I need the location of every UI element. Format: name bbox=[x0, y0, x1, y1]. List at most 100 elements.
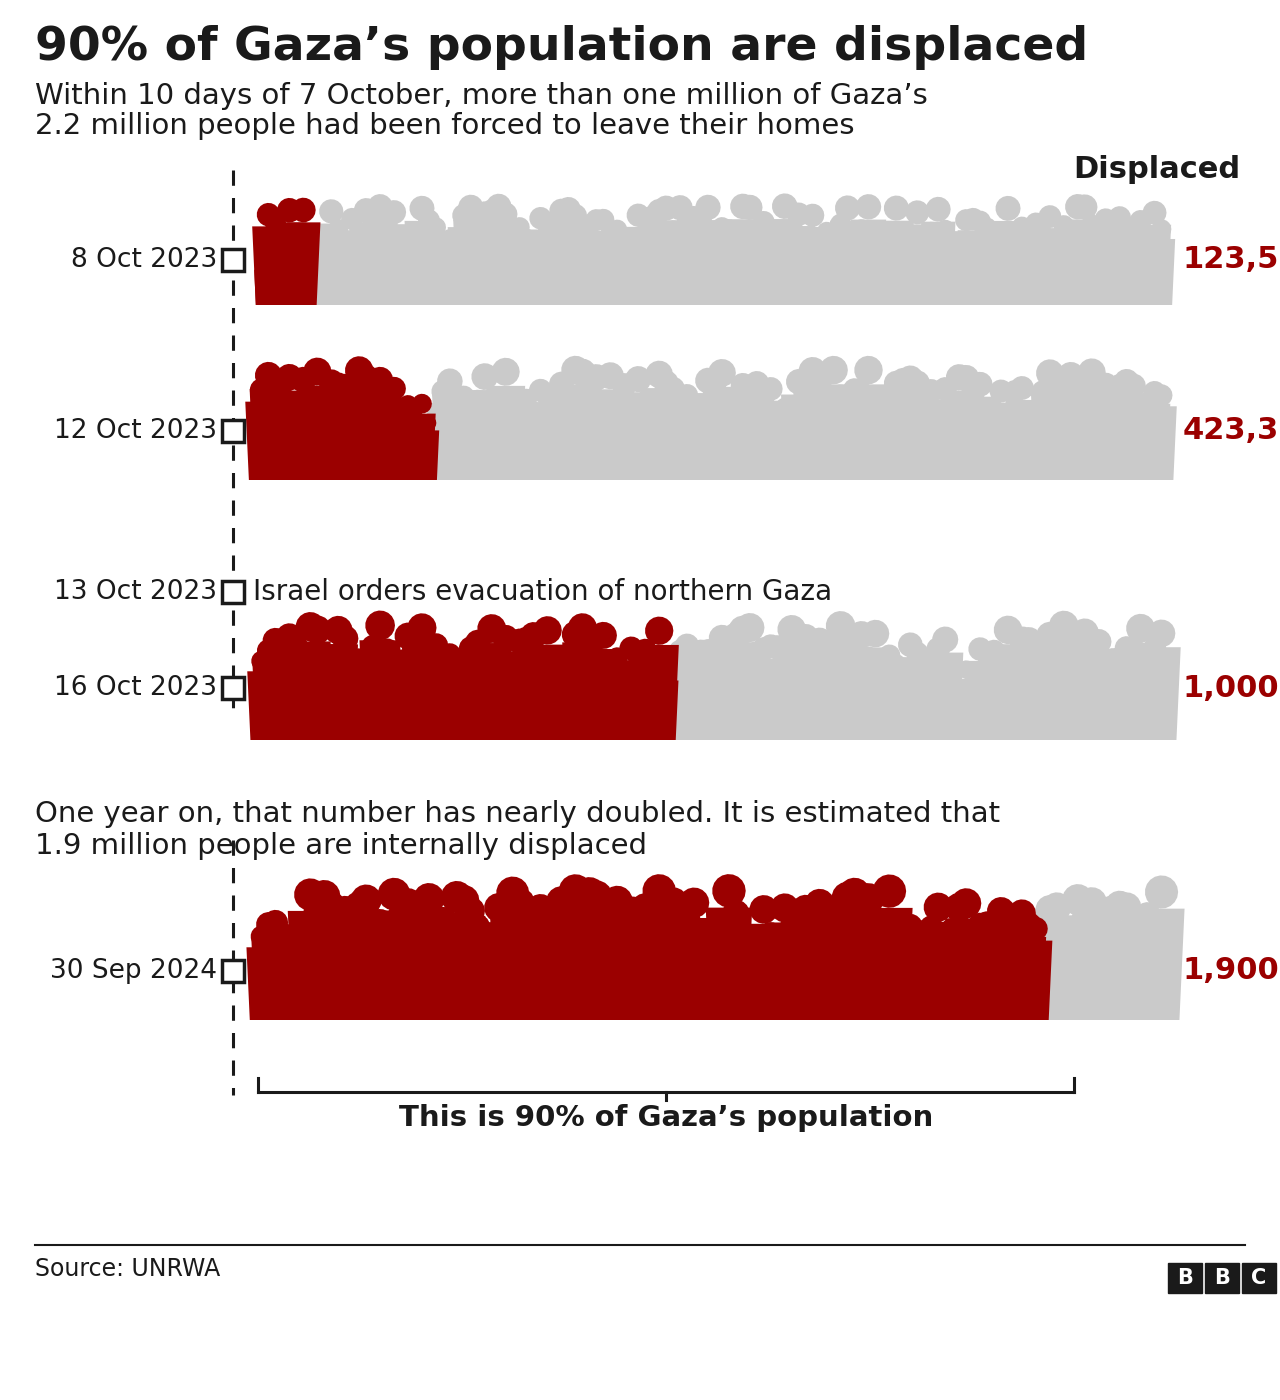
Polygon shape bbox=[293, 651, 314, 671]
Polygon shape bbox=[837, 657, 872, 741]
Polygon shape bbox=[604, 239, 631, 305]
Polygon shape bbox=[593, 967, 614, 1021]
Polygon shape bbox=[1115, 636, 1139, 659]
Polygon shape bbox=[1062, 883, 1093, 916]
Polygon shape bbox=[257, 654, 293, 741]
Polygon shape bbox=[407, 613, 436, 643]
Polygon shape bbox=[1100, 920, 1140, 1021]
Polygon shape bbox=[940, 923, 979, 1021]
Polygon shape bbox=[952, 679, 966, 693]
Polygon shape bbox=[1016, 627, 1042, 652]
Polygon shape bbox=[486, 417, 512, 480]
Polygon shape bbox=[612, 372, 636, 398]
Polygon shape bbox=[1052, 424, 1075, 480]
Polygon shape bbox=[298, 927, 337, 1021]
Polygon shape bbox=[479, 923, 518, 1021]
Polygon shape bbox=[737, 195, 763, 220]
Polygon shape bbox=[675, 634, 699, 658]
Polygon shape bbox=[325, 924, 365, 1021]
Polygon shape bbox=[312, 256, 323, 267]
Polygon shape bbox=[754, 658, 787, 741]
Polygon shape bbox=[1030, 386, 1069, 480]
Polygon shape bbox=[1098, 896, 1126, 924]
Polygon shape bbox=[402, 643, 442, 741]
Polygon shape bbox=[1012, 217, 1032, 237]
Polygon shape bbox=[603, 669, 632, 741]
Polygon shape bbox=[285, 393, 321, 480]
Polygon shape bbox=[541, 244, 567, 305]
Polygon shape bbox=[705, 938, 739, 1021]
Polygon shape bbox=[970, 937, 1005, 1021]
Polygon shape bbox=[270, 370, 296, 395]
Polygon shape bbox=[598, 242, 623, 305]
Polygon shape bbox=[371, 662, 403, 741]
Polygon shape bbox=[558, 687, 580, 741]
Polygon shape bbox=[965, 232, 995, 305]
Polygon shape bbox=[443, 916, 485, 1021]
Polygon shape bbox=[392, 262, 410, 305]
Polygon shape bbox=[879, 388, 900, 409]
Polygon shape bbox=[538, 216, 558, 235]
Polygon shape bbox=[383, 200, 406, 224]
Polygon shape bbox=[936, 941, 969, 1021]
Polygon shape bbox=[403, 426, 426, 480]
Polygon shape bbox=[256, 911, 280, 937]
Polygon shape bbox=[796, 227, 829, 305]
Polygon shape bbox=[659, 239, 686, 305]
Polygon shape bbox=[1027, 403, 1059, 480]
Polygon shape bbox=[1143, 637, 1166, 661]
Polygon shape bbox=[664, 662, 696, 741]
Polygon shape bbox=[657, 400, 690, 480]
Polygon shape bbox=[600, 692, 621, 741]
Polygon shape bbox=[913, 421, 937, 480]
Text: 12 Oct 2023: 12 Oct 2023 bbox=[54, 417, 218, 444]
Polygon shape bbox=[338, 414, 366, 480]
Bar bbox=[1242, 1263, 1276, 1294]
Polygon shape bbox=[678, 888, 709, 918]
Polygon shape bbox=[826, 235, 855, 305]
Polygon shape bbox=[1034, 228, 1066, 305]
Polygon shape bbox=[987, 897, 1015, 925]
Polygon shape bbox=[636, 907, 682, 1021]
Polygon shape bbox=[993, 616, 1023, 644]
Polygon shape bbox=[504, 888, 535, 918]
Polygon shape bbox=[1062, 665, 1079, 682]
Polygon shape bbox=[454, 692, 474, 741]
Polygon shape bbox=[1137, 253, 1158, 305]
Polygon shape bbox=[387, 672, 415, 741]
Polygon shape bbox=[630, 230, 660, 305]
Polygon shape bbox=[567, 910, 612, 1021]
Polygon shape bbox=[915, 402, 947, 480]
Polygon shape bbox=[1016, 913, 1042, 937]
Polygon shape bbox=[1021, 410, 1037, 427]
Polygon shape bbox=[408, 413, 435, 480]
Polygon shape bbox=[696, 638, 719, 662]
Polygon shape bbox=[817, 221, 836, 241]
Polygon shape bbox=[788, 972, 809, 1021]
Polygon shape bbox=[255, 270, 269, 305]
Polygon shape bbox=[983, 640, 1006, 662]
Polygon shape bbox=[957, 403, 989, 480]
Polygon shape bbox=[874, 237, 891, 252]
Polygon shape bbox=[884, 196, 909, 221]
Polygon shape bbox=[481, 392, 502, 412]
Polygon shape bbox=[271, 391, 308, 480]
Polygon shape bbox=[689, 420, 713, 480]
Polygon shape bbox=[428, 406, 444, 423]
Polygon shape bbox=[818, 944, 850, 1021]
Polygon shape bbox=[1130, 210, 1152, 232]
Polygon shape bbox=[863, 911, 888, 937]
Polygon shape bbox=[769, 438, 786, 480]
Polygon shape bbox=[867, 396, 884, 416]
Polygon shape bbox=[897, 365, 924, 392]
Polygon shape bbox=[769, 234, 786, 251]
Polygon shape bbox=[850, 381, 873, 405]
Polygon shape bbox=[1098, 669, 1128, 741]
Polygon shape bbox=[367, 367, 393, 393]
Polygon shape bbox=[593, 209, 614, 231]
Polygon shape bbox=[362, 207, 384, 230]
Polygon shape bbox=[685, 662, 717, 741]
Polygon shape bbox=[388, 903, 415, 930]
Polygon shape bbox=[316, 671, 346, 741]
Polygon shape bbox=[559, 227, 591, 305]
